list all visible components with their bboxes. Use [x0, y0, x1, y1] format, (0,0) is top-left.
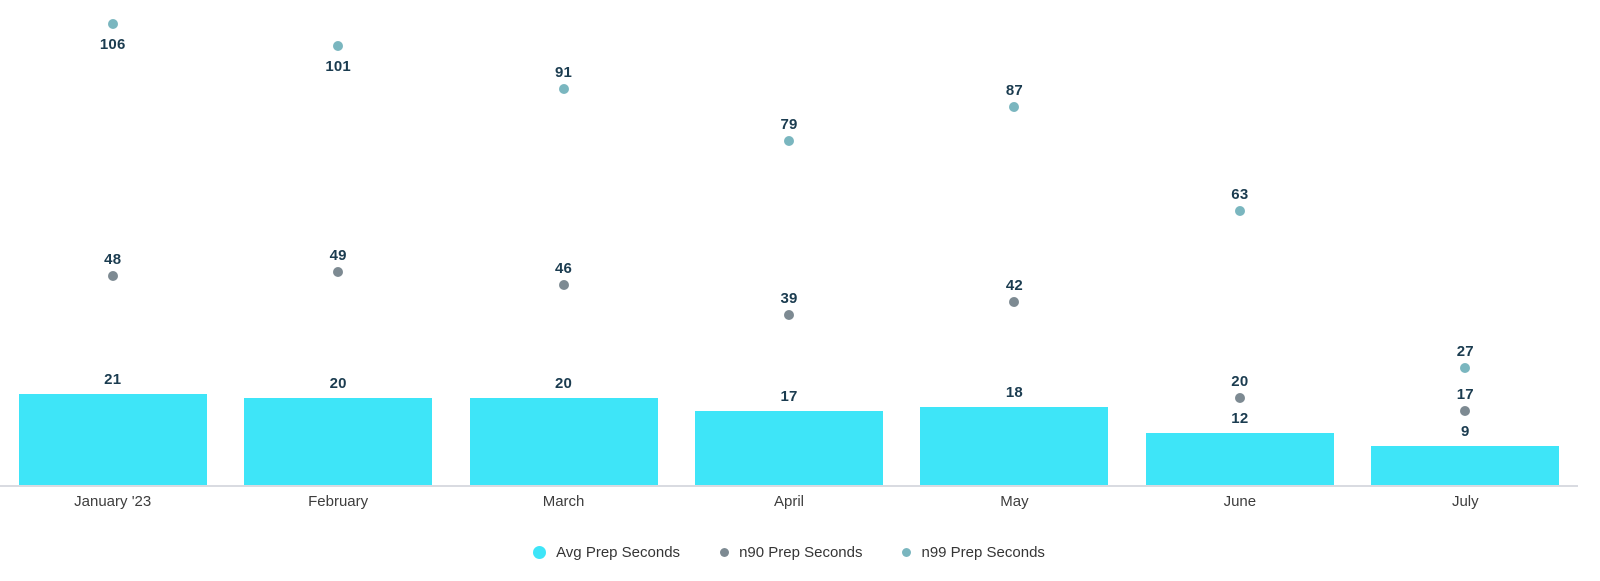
n99-value-label: 63: [1231, 185, 1249, 203]
n99-dot[interactable]: [1234, 205, 1245, 216]
legend-label-avg: Avg Prep Seconds: [556, 543, 681, 561]
n99-value-label: 101: [325, 57, 351, 75]
bar-avg-prep-seconds[interactable]: [244, 398, 433, 485]
x-axis-label: July: [1451, 493, 1479, 510]
bar-avg-prep-seconds[interactable]: [1145, 432, 1334, 485]
bar-avg-prep-seconds[interactable]: [18, 393, 207, 485]
legend-label-n99: n99 Prep Seconds: [921, 543, 1045, 561]
x-axis-label: February: [308, 493, 369, 510]
n90-value-label: 17: [1456, 386, 1474, 404]
legend-item-n99-prep-seconds[interactable]: n99 Prep Seconds: [902, 543, 1045, 561]
n90-dot[interactable]: [558, 279, 569, 290]
n99-dot[interactable]: [558, 84, 569, 95]
x-axis-label: June: [1223, 493, 1257, 510]
bar-value-label: 9: [1461, 422, 1470, 440]
legend-marker-n99-icon: [902, 547, 912, 557]
n99-dot[interactable]: [333, 40, 344, 51]
n90-value-label: 39: [780, 290, 798, 308]
n99-dot[interactable]: [1460, 362, 1471, 373]
n99-value-label: 87: [1005, 81, 1023, 99]
n99-value-label: 91: [555, 64, 573, 82]
n90-dot[interactable]: [333, 266, 344, 277]
n90-value-label: 20: [1231, 373, 1249, 390]
legend-label-n90: n90 Prep Seconds: [739, 543, 863, 561]
n90-value-label: 42: [1005, 277, 1023, 295]
bar-value-label: 17: [780, 388, 798, 406]
bar-avg-prep-seconds[interactable]: [920, 406, 1109, 485]
n90-dot[interactable]: [784, 310, 794, 321]
n90-dot[interactable]: [107, 271, 118, 282]
legend-item-avg-prep-seconds[interactable]: Avg Prep Seconds: [533, 544, 680, 561]
n90-value-label: 46: [555, 259, 573, 277]
bar-value-label: 20: [555, 375, 573, 392]
x-axis-label: March: [542, 493, 585, 510]
bar-avg-prep-seconds[interactable]: [695, 411, 883, 485]
n99-dot[interactable]: [784, 136, 794, 147]
x-axis-label: January '23: [74, 493, 152, 510]
legend-marker-avg-icon: [533, 545, 547, 559]
bar-avg-prep-seconds[interactable]: [1371, 445, 1560, 485]
n90-dot[interactable]: [1460, 406, 1471, 417]
x-axis-label: April: [773, 493, 804, 510]
bar-value-label: 12: [1231, 409, 1249, 427]
n90-dot[interactable]: [1234, 393, 1245, 403]
bar-avg-prep-seconds[interactable]: [469, 398, 658, 485]
n90-dot[interactable]: [1009, 297, 1020, 308]
legend: Avg Prep Seconds n90 Prep Seconds n99 Pr…: [0, 540, 1578, 564]
n99-value-label: 79: [780, 116, 798, 134]
n99-value-label: 27: [1456, 342, 1474, 360]
bar-value-label: 20: [329, 375, 347, 392]
legend-item-n90-prep-seconds[interactable]: n90 Prep Seconds: [720, 544, 862, 561]
legend-marker-n90-icon: [720, 547, 730, 557]
bar-value-label: 21: [104, 370, 122, 388]
n99-dot[interactable]: [1009, 101, 1020, 112]
x-axis-label: May: [1000, 493, 1029, 510]
n90-value-label: 48: [104, 251, 122, 269]
x-axis-line: [0, 485, 1578, 487]
n99-value-label: 106: [99, 35, 126, 53]
n99-dot[interactable]: [107, 18, 118, 29]
bar-value-label: 18: [1005, 383, 1023, 401]
n90-value-label: 49: [329, 246, 347, 264]
